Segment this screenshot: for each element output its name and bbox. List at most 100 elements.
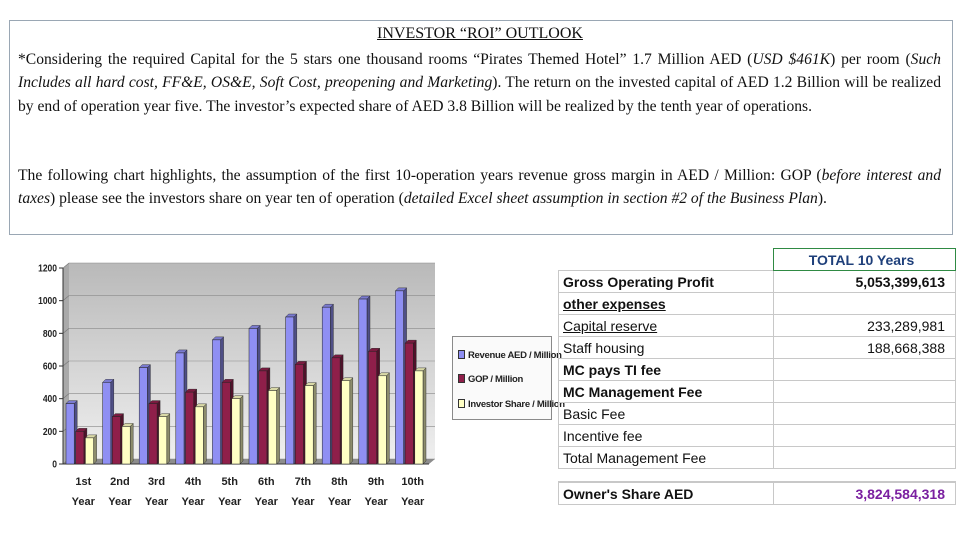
x-tick-label: Year [255, 496, 279, 508]
p2-text-d: detailed Excel sheet assumption in secti… [403, 190, 818, 208]
legend-label-investor: Investor Share / Million [468, 399, 565, 410]
y-tick-label: 1200 [38, 263, 57, 274]
gridline-diag [62, 393, 70, 399]
bar [304, 385, 314, 465]
table-header-total: TOTAL 10 Years [773, 248, 956, 271]
row-label: Basic Fee [558, 402, 774, 425]
bar [285, 316, 295, 465]
paragraph-capital: *Considering the required Capital for th… [18, 48, 941, 118]
x-tick-label: Year [328, 496, 352, 508]
row-label: Capital reserve [558, 314, 774, 337]
x-tick-label: Year [291, 496, 315, 508]
legend-label-gop: GOP / Million [468, 374, 524, 385]
bar [331, 357, 341, 465]
bar [231, 398, 241, 465]
bar [221, 382, 231, 465]
table-row: MC Management Fee [558, 380, 956, 403]
bar-side [386, 372, 390, 465]
x-tick-label: 7th [295, 476, 312, 488]
legend-item-gop: GOP / Million [458, 374, 523, 385]
bar [258, 370, 268, 465]
bar [194, 406, 204, 465]
p1-text-e: ). The return on the invested capital of… [18, 74, 941, 115]
gridline-diag [62, 295, 70, 301]
bar [368, 351, 377, 465]
x-tick-label: 8th [331, 476, 348, 488]
table-row: Total Management Fee [558, 446, 956, 469]
legend-item-revenue: Revenue AED / Million [458, 350, 562, 361]
row-value: 5,053,399,613 [773, 270, 956, 293]
row-value [773, 358, 956, 381]
bar [341, 380, 351, 465]
legend-swatch-investor [458, 399, 465, 408]
y-tick-label: 200 [43, 426, 57, 437]
row-value [773, 292, 956, 315]
row-value: 188,668,388 [773, 336, 956, 359]
legend-swatch-revenue [458, 350, 465, 359]
p1-text-a: *Considering the required Capital for th… [18, 51, 753, 68]
bar [185, 391, 194, 465]
x-tick-label: 4th [185, 476, 202, 488]
row-label: Gross Operating Profit [558, 270, 774, 293]
bar-side [239, 395, 244, 465]
bar [112, 416, 121, 465]
bar [358, 298, 368, 465]
bar-side [129, 422, 134, 465]
bar [377, 375, 387, 465]
paragraph-chart-intro: The following chart highlights, the assu… [18, 164, 941, 211]
x-tick-label: Year [218, 496, 242, 508]
x-tick-label: 1st [75, 476, 91, 488]
legend-label-revenue: Revenue AED / Million [468, 350, 562, 361]
table-row: other expenses [558, 292, 956, 315]
bar [268, 390, 277, 465]
table-row: Basic Fee [558, 402, 956, 425]
header-blank [559, 249, 774, 271]
row-value [773, 402, 956, 425]
x-tick-label: Year [181, 496, 205, 508]
bar-chart: 0 200 400 600 800 1000 1200 1st Year 2nd Year 3rd Ye… [38, 262, 435, 508]
row-value [773, 380, 956, 403]
bar [248, 328, 258, 465]
bar [148, 403, 158, 465]
y-tick-label: 600 [43, 361, 57, 372]
x-tick-label: Year [145, 496, 169, 508]
bar-side [166, 413, 171, 465]
page-title: INVESTOR “ROI” OUTLOOK [377, 25, 583, 42]
row-label: other expenses [558, 292, 774, 315]
x-tick-label: 6th [258, 476, 275, 488]
spacer-cell [559, 469, 774, 483]
x-tick-label: 5th [221, 476, 238, 488]
bar [65, 403, 75, 465]
bar-side [349, 377, 353, 465]
legend-swatch-gop [458, 374, 465, 383]
bar [85, 437, 94, 465]
row-value [773, 424, 956, 447]
table-spacer [559, 469, 956, 483]
roi-table: TOTAL 10 Years Gross Operating Profit 5,… [558, 248, 956, 505]
owner-share-value: 3,824,584,318 [773, 481, 956, 505]
x-tick-label: Year [72, 496, 96, 508]
y-tick-label: 800 [43, 328, 57, 339]
p1-text-b: USD $461K [752, 51, 831, 68]
x-tick-label: 3rd [148, 476, 165, 488]
table-row: Incentive fee [558, 424, 956, 447]
bar-side [203, 403, 207, 465]
bar [414, 370, 424, 465]
row-label: Incentive fee [558, 424, 774, 447]
p2-text-c: ) please see the investors share on year… [50, 190, 404, 208]
owner-share-label: Owner's Share AED [558, 481, 774, 505]
y-tick-label: 400 [43, 394, 57, 405]
bar [321, 306, 331, 465]
chart-legend: Revenue AED / Million GOP / Million Inve… [452, 336, 565, 420]
y-tick-label: 0 [52, 459, 57, 470]
bar-side [313, 382, 317, 465]
bar-side [422, 367, 427, 465]
bar [175, 352, 185, 465]
p2-text-a: The following chart highlights, the assu… [18, 167, 822, 184]
bar [395, 290, 404, 465]
legend-item-investor: Investor Share / Million [458, 399, 565, 410]
p2-text-e: ). [817, 190, 827, 208]
table-row-owner: Owner's Share AED 3,824,584,318 [558, 481, 956, 505]
x-tick-label: 10th [401, 476, 424, 488]
table-header-row: TOTAL 10 Years [559, 248, 956, 271]
